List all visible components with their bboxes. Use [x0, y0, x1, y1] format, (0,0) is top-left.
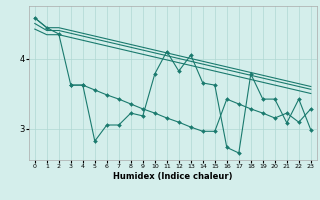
X-axis label: Humidex (Indice chaleur): Humidex (Indice chaleur): [113, 172, 233, 181]
